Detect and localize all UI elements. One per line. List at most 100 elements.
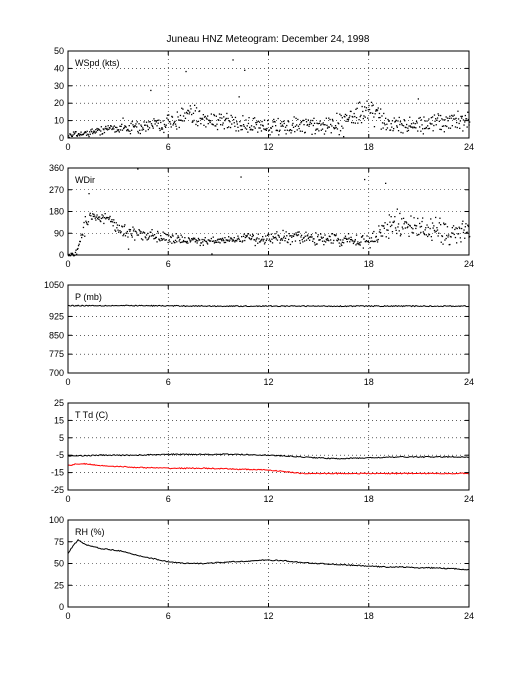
- scatter-point: [89, 133, 91, 135]
- scatter-point: [173, 121, 175, 123]
- scatter-point: [461, 117, 463, 119]
- scatter-point: [313, 117, 315, 119]
- scatter-point: [292, 126, 295, 128]
- scatter-point: [282, 125, 284, 127]
- scatter-point: [332, 120, 334, 122]
- scatter-point: [305, 121, 308, 123]
- scatter-point: [304, 240, 306, 242]
- scatter-point: [466, 231, 468, 233]
- scatter-point: [179, 114, 182, 117]
- scatter-point: [134, 239, 136, 241]
- scatter-point: [250, 238, 252, 241]
- scatter-point: [212, 236, 214, 238]
- scatter-point: [372, 232, 374, 234]
- scatter-point: [142, 128, 145, 131]
- scatter-point: [230, 237, 232, 239]
- scatter-point: [315, 128, 318, 130]
- scatter-point: [406, 222, 408, 224]
- scatter-point: [332, 242, 334, 244]
- scatter-point: [398, 116, 400, 119]
- scatter-point: [381, 224, 383, 227]
- scatter-point: [431, 123, 433, 125]
- scatter-point: [297, 118, 299, 121]
- scatter-point: [431, 239, 433, 241]
- scatter-point: [292, 122, 294, 125]
- x-tick-label: 12: [263, 611, 273, 621]
- scatter-point: [137, 168, 139, 170]
- scatter-point: [165, 124, 167, 126]
- scatter-point: [87, 221, 90, 223]
- scatter-point: [439, 128, 441, 130]
- scatter-point: [433, 114, 436, 116]
- scatter-point: [86, 130, 88, 132]
- scatter-point: [155, 121, 157, 123]
- scatter-point: [163, 123, 166, 126]
- scatter-point: [270, 233, 272, 235]
- scatter-point: [171, 115, 173, 118]
- scatter-point: [386, 223, 389, 226]
- scatter-point: [357, 122, 359, 124]
- scatter-point: [284, 240, 286, 242]
- scatter-point: [192, 112, 195, 114]
- scatter-point: [301, 239, 303, 241]
- scatter-point: [338, 123, 340, 125]
- scatter-point: [459, 237, 461, 239]
- scatter-point: [262, 236, 264, 238]
- scatter-point: [193, 238, 195, 240]
- scatter-point: [289, 235, 291, 237]
- scatter-point: [372, 240, 374, 243]
- scatter-point: [415, 227, 417, 230]
- scatter-point: [206, 118, 208, 120]
- x-tick-label: 6: [166, 259, 171, 269]
- scatter-point: [425, 127, 427, 130]
- scatter-point: [334, 235, 337, 237]
- scatter-point: [278, 236, 280, 238]
- scatter-point: [127, 128, 129, 131]
- scatter-point: [171, 234, 174, 236]
- scatter-point: [123, 233, 125, 235]
- scatter-point: [184, 237, 186, 239]
- scatter-point: [100, 220, 102, 223]
- scatter-point: [210, 113, 212, 115]
- scatter-point: [384, 222, 386, 224]
- scatter-point: [111, 128, 113, 131]
- scatter-point: [346, 238, 348, 240]
- scatter-point: [240, 129, 242, 131]
- scatter-point: [69, 254, 71, 257]
- scatter-point: [87, 134, 90, 136]
- scatter-point: [194, 104, 196, 106]
- scatter-point: [321, 237, 323, 239]
- x-tick-label: 6: [166, 142, 171, 152]
- scatter-point: [293, 116, 295, 118]
- scatter-point: [302, 241, 304, 243]
- scatter-point: [170, 236, 172, 239]
- scatter-point: [310, 122, 313, 125]
- scatter-point: [405, 221, 407, 223]
- scatter-point: [328, 235, 330, 237]
- scatter-point: [126, 230, 128, 233]
- scatter-point: [452, 115, 454, 117]
- scatter-point: [444, 239, 446, 241]
- scatter-point: [292, 235, 295, 237]
- scatter-point: [179, 238, 181, 241]
- scatter-point: [363, 238, 365, 240]
- scatter-point: [319, 120, 321, 122]
- scatter-point: [274, 233, 276, 235]
- scatter-point: [343, 242, 345, 244]
- scatter-point: [412, 122, 415, 124]
- scatter-point: [359, 116, 361, 118]
- scatter-point: [441, 235, 443, 237]
- scatter-point: [449, 115, 451, 117]
- scatter-point: [416, 234, 418, 236]
- scatter-point: [341, 244, 343, 247]
- scatter-point: [163, 131, 165, 134]
- scatter-point: [227, 117, 229, 120]
- scatter-point: [108, 217, 111, 219]
- scatter-point: [444, 223, 447, 225]
- scatter-point: [315, 232, 317, 234]
- scatter-point: [153, 120, 156, 122]
- scatter-point: [357, 243, 360, 245]
- y-tick-label: 25: [54, 580, 64, 590]
- scatter-point: [414, 123, 416, 125]
- scatter-point: [410, 123, 413, 125]
